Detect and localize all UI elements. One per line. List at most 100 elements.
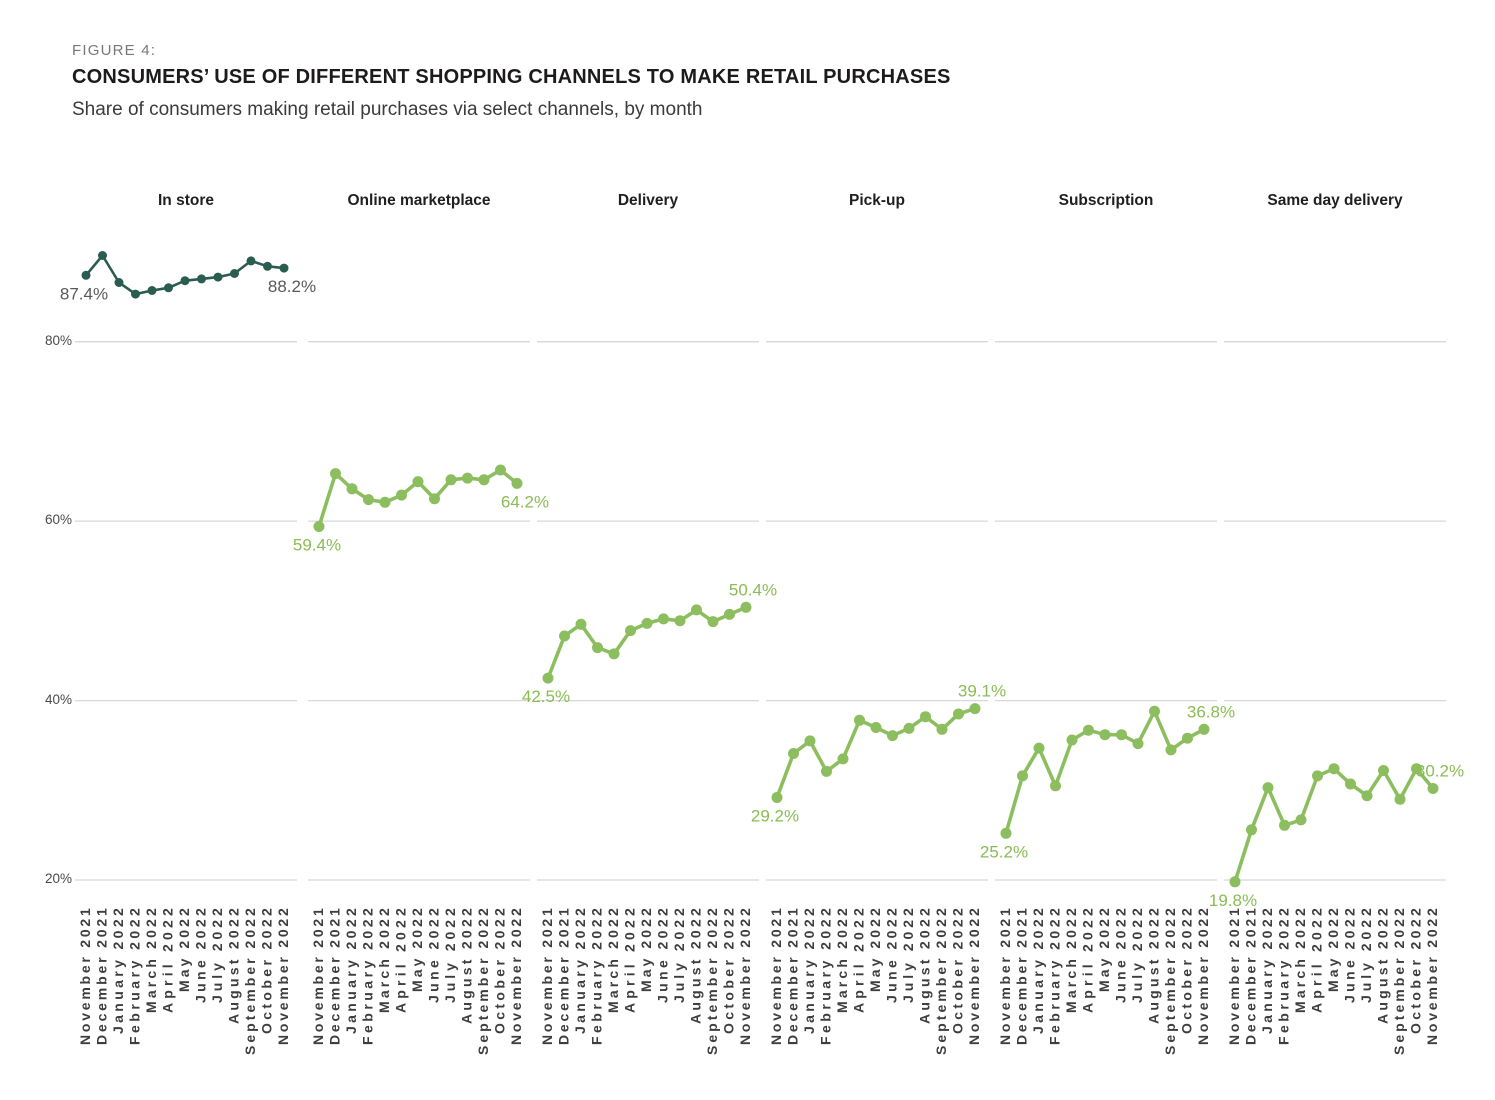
x-axis-label-pick-up-8: July 2022 [900, 908, 916, 1003]
end-value-label-delivery: 50.4% [729, 580, 777, 599]
panel-title-subscription: Subscription [1058, 192, 1154, 209]
data-point-online-marketplace-3 [363, 494, 374, 506]
figure-label: FIGURE 4: [72, 42, 157, 59]
data-point-same-day-delivery-0 [1229, 876, 1241, 888]
x-axis-label-delivery-7: June 2022 [655, 908, 671, 1003]
data-point-delivery-4 [608, 648, 620, 660]
data-point-same-day-delivery-7 [1345, 778, 1356, 790]
x-axis-label-subscription-8: July 2022 [1129, 908, 1145, 1003]
data-point-online-marketplace-4 [379, 496, 391, 508]
x-axis-label-in-store-7: June 2022 [193, 908, 209, 1003]
data-point-online-marketplace-9 [462, 472, 473, 484]
data-point-pick-up-6 [870, 722, 882, 733]
x-axis-label-same-day-delivery-2: January 2022 [1259, 908, 1275, 1034]
x-axis-label-pick-up-10: September 2022 [933, 908, 949, 1055]
data-point-delivery-11 [724, 608, 735, 620]
data-point-pick-up-11 [953, 708, 964, 720]
x-axis-label-pick-up-2: January 2022 [801, 908, 817, 1034]
data-point-online-marketplace-0 [313, 521, 325, 532]
start-value-label-pick-up: 29.2% [751, 807, 799, 826]
data-point-in-store-10 [246, 256, 256, 266]
x-axis-label-delivery-12: November 2022 [737, 908, 753, 1045]
data-point-pick-up-0 [771, 792, 783, 803]
x-axis-label-online-marketplace-7: June 2022 [426, 908, 442, 1003]
x-axis-label-same-day-delivery-3: February 2022 [1276, 908, 1292, 1045]
data-point-pick-up-12 [969, 703, 981, 715]
data-point-subscription-3 [1050, 780, 1061, 792]
x-axis-label-in-store-6: May 2022 [176, 908, 192, 992]
x-axis-label-same-day-delivery-12: November 2022 [1424, 908, 1440, 1045]
x-axis-label-same-day-delivery-1: December 2021 [1243, 908, 1259, 1045]
data-point-delivery-10 [707, 616, 719, 628]
x-axis-label-pick-up-11: October 2022 [950, 908, 966, 1034]
data-point-subscription-9 [1149, 705, 1160, 717]
x-axis-label-delivery-9: August 2022 [688, 908, 704, 1024]
x-axis-label-delivery-3: February 2022 [589, 908, 605, 1045]
x-axis-label-subscription-12: November 2022 [1195, 908, 1211, 1045]
data-point-pick-up-8 [903, 722, 915, 734]
x-axis-label-pick-up-0: November 2021 [768, 908, 784, 1045]
panel-title-pick-up: Pick-up [849, 192, 905, 209]
x-axis-label-in-store-5: April 2022 [160, 908, 176, 1013]
x-axis-label-same-day-delivery-7: June 2022 [1342, 908, 1358, 1003]
data-point-in-store-6 [180, 276, 190, 286]
end-value-label-same-day-delivery: 30.2% [1416, 762, 1464, 781]
x-axis-label-subscription-5: April 2022 [1080, 908, 1096, 1013]
data-point-subscription-12 [1198, 723, 1210, 735]
x-axis-label-online-marketplace-6: May 2022 [409, 908, 425, 992]
data-point-subscription-6 [1099, 729, 1111, 741]
data-point-delivery-0 [542, 672, 554, 684]
data-point-online-marketplace-8 [445, 474, 457, 486]
x-axis-label-subscription-11: October 2022 [1179, 908, 1195, 1034]
figure-title: CONSUMERS’ USE OF DIFFERENT SHOPPING CHA… [72, 66, 951, 88]
data-point-pick-up-3 [821, 765, 832, 777]
data-point-same-day-delivery-4 [1295, 814, 1307, 826]
start-value-label-same-day-delivery: 19.8% [1209, 891, 1257, 910]
figure-subtitle: Share of consumers making retail purchas… [72, 99, 703, 120]
data-point-subscription-1 [1017, 770, 1028, 782]
data-point-same-day-delivery-3 [1279, 819, 1290, 831]
x-axis-label-same-day-delivery-5: April 2022 [1309, 908, 1325, 1013]
x-axis-label-in-store-2: January 2022 [110, 908, 126, 1034]
data-point-delivery-6 [641, 617, 653, 629]
x-axis-label-online-marketplace-12: November 2022 [508, 908, 524, 1045]
x-axis-label-subscription-4: March 2022 [1063, 908, 1079, 1013]
x-axis-label-in-store-4: March 2022 [143, 908, 159, 1013]
data-point-online-marketplace-6 [412, 476, 424, 488]
x-axis-label-online-marketplace-8: July 2022 [442, 908, 458, 1003]
x-axis-label-in-store-11: October 2022 [259, 908, 275, 1034]
x-axis-label-subscription-9: August 2022 [1146, 908, 1162, 1024]
start-value-label-subscription: 25.2% [980, 842, 1028, 861]
x-axis-label-subscription-10: September 2022 [1162, 908, 1178, 1055]
y-axis-tick-40: 40% [44, 692, 72, 707]
x-axis-label-online-marketplace-3: February 2022 [360, 908, 376, 1045]
x-axis-label-online-marketplace-9: August 2022 [459, 908, 475, 1024]
data-point-subscription-8 [1132, 738, 1144, 750]
data-point-same-day-delivery-8 [1361, 790, 1373, 802]
panel-title-same-day-delivery: Same day delivery [1267, 192, 1403, 209]
panel-title-in-store: In store [158, 192, 214, 209]
data-point-pick-up-7 [887, 730, 898, 742]
end-value-label-in-store: 88.2% [268, 277, 316, 296]
x-axis-label-same-day-delivery-11: October 2022 [1408, 908, 1424, 1034]
data-point-in-store-3 [131, 289, 140, 299]
data-point-online-marketplace-7 [429, 493, 440, 505]
x-axis-label-delivery-5: April 2022 [622, 908, 638, 1013]
data-point-in-store-12 [279, 263, 289, 273]
data-point-online-marketplace-1 [330, 468, 341, 480]
x-axis-label-subscription-0: November 2021 [997, 908, 1013, 1045]
data-point-in-store-9 [230, 269, 239, 278]
x-axis-label-same-day-delivery-0: November 2021 [1226, 908, 1242, 1045]
data-point-in-store-0 [81, 270, 91, 280]
data-point-delivery-1 [559, 630, 570, 642]
data-point-in-store-4 [147, 286, 157, 295]
data-point-delivery-2 [575, 618, 587, 630]
data-point-in-store-2 [114, 278, 124, 287]
x-axis-label-pick-up-6: May 2022 [867, 908, 883, 992]
x-axis-label-same-day-delivery-4: March 2022 [1292, 908, 1308, 1013]
x-axis-label-pick-up-7: June 2022 [884, 908, 900, 1003]
start-value-label-delivery: 42.5% [522, 687, 570, 706]
x-axis-label-delivery-0: November 2021 [539, 908, 555, 1045]
data-point-online-marketplace-5 [396, 489, 407, 501]
